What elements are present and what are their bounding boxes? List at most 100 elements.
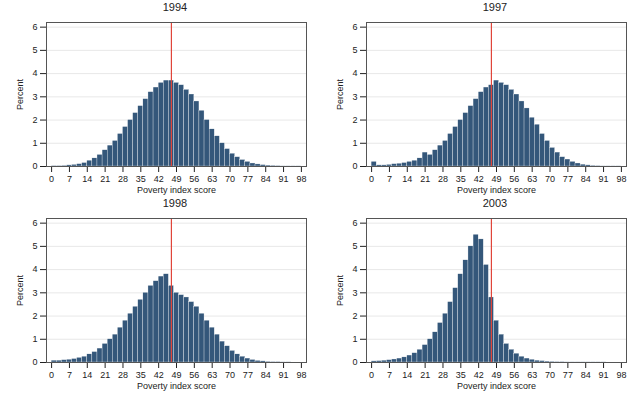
svg-text:0: 0: [49, 370, 54, 380]
svg-text:98: 98: [616, 370, 626, 380]
svg-text:3: 3: [352, 92, 357, 102]
svg-text:70: 70: [225, 174, 235, 184]
svg-text:49: 49: [491, 370, 501, 380]
svg-text:1: 1: [32, 138, 37, 148]
svg-text:Percent: Percent: [15, 78, 25, 110]
svg-text:35: 35: [456, 370, 466, 380]
svg-text:Percent: Percent: [335, 78, 345, 110]
html-text:2003: 2003: [482, 197, 508, 209]
svg-text:84: 84: [261, 370, 271, 380]
html-text:1994: 1994: [162, 1, 188, 13]
svg-text:28: 28: [118, 370, 128, 380]
svg-text:91: 91: [279, 370, 289, 380]
svg-text:84: 84: [261, 174, 271, 184]
html-text:1998: 1998: [162, 197, 188, 209]
svg-text:63: 63: [527, 174, 537, 184]
html-text:1997: 1997: [482, 1, 508, 13]
svg-text:28: 28: [438, 174, 448, 184]
svg-text:5: 5: [352, 45, 357, 55]
svg-text:3: 3: [352, 288, 357, 298]
svg-text:Poverty index score: Poverty index score: [137, 185, 216, 195]
svg-text:56: 56: [509, 370, 519, 380]
svg-text:84: 84: [581, 370, 591, 380]
svg-text:84: 84: [581, 174, 591, 184]
svg-text:14: 14: [82, 174, 92, 184]
svg-text:91: 91: [599, 370, 609, 380]
svg-text:Poverty index score: Poverty index score: [457, 185, 536, 195]
svg-text:21: 21: [100, 174, 110, 184]
svg-text:3: 3: [32, 288, 37, 298]
svg-text:5: 5: [32, 45, 37, 55]
svg-text:49: 49: [171, 174, 181, 184]
svg-text:7: 7: [67, 174, 72, 184]
svg-text:70: 70: [545, 174, 555, 184]
svg-text:77: 77: [563, 174, 573, 184]
svg-text:2: 2: [352, 115, 357, 125]
svg-text:3: 3: [32, 92, 37, 102]
svg-text:77: 77: [243, 174, 253, 184]
svg-text:6: 6: [32, 22, 37, 32]
svg-text:1: 1: [352, 334, 357, 344]
svg-text:1: 1: [352, 138, 357, 148]
svg-text:14: 14: [82, 370, 92, 380]
svg-text:98: 98: [296, 370, 306, 380]
svg-text:70: 70: [225, 370, 235, 380]
svg-text:28: 28: [438, 370, 448, 380]
svg-text:42: 42: [154, 370, 164, 380]
svg-text:5: 5: [352, 241, 357, 251]
svg-text:98: 98: [616, 174, 626, 184]
svg-text:4: 4: [352, 264, 357, 274]
svg-text:0: 0: [49, 174, 54, 184]
svg-text:77: 77: [243, 370, 253, 380]
svg-text:0: 0: [32, 357, 37, 367]
svg-text:63: 63: [527, 370, 537, 380]
svg-text:49: 49: [491, 174, 501, 184]
svg-text:70: 70: [545, 370, 555, 380]
svg-text:7: 7: [67, 370, 72, 380]
svg-text:4: 4: [352, 68, 357, 78]
svg-text:Poverty index score: Poverty index score: [457, 381, 536, 391]
svg-text:2: 2: [32, 115, 37, 125]
svg-text:42: 42: [154, 174, 164, 184]
svg-text:14: 14: [402, 370, 412, 380]
svg-text:0: 0: [369, 174, 374, 184]
svg-text:7: 7: [387, 370, 392, 380]
svg-text:42: 42: [474, 174, 484, 184]
svg-text:56: 56: [189, 174, 199, 184]
svg-text:Poverty index score: Poverty index score: [137, 381, 216, 391]
svg-text:0: 0: [352, 357, 357, 367]
svg-text:77: 77: [563, 370, 573, 380]
svg-text:35: 35: [456, 174, 466, 184]
svg-text:4: 4: [32, 68, 37, 78]
svg-text:91: 91: [279, 174, 289, 184]
svg-text:7: 7: [387, 174, 392, 184]
svg-text:0: 0: [369, 370, 374, 380]
svg-text:98: 98: [296, 174, 306, 184]
svg-text:0: 0: [352, 161, 357, 171]
svg-text:2: 2: [32, 311, 37, 321]
svg-text:6: 6: [32, 218, 37, 228]
svg-text:14: 14: [402, 174, 412, 184]
svg-text:56: 56: [509, 174, 519, 184]
svg-text:4: 4: [32, 264, 37, 274]
svg-text:35: 35: [136, 370, 146, 380]
svg-text:Percent: Percent: [335, 274, 345, 306]
svg-text:42: 42: [474, 370, 484, 380]
svg-text:21: 21: [420, 174, 430, 184]
svg-text:35: 35: [136, 174, 146, 184]
svg-text:5: 5: [32, 241, 37, 251]
svg-text:21: 21: [420, 370, 430, 380]
svg-text:49: 49: [171, 370, 181, 380]
svg-text:6: 6: [352, 218, 357, 228]
svg-text:56: 56: [189, 370, 199, 380]
svg-text:91: 91: [599, 174, 609, 184]
svg-text:6: 6: [352, 22, 357, 32]
svg-text:63: 63: [207, 370, 217, 380]
svg-text:2: 2: [352, 311, 357, 321]
svg-text:21: 21: [100, 370, 110, 380]
svg-text:Percent: Percent: [15, 274, 25, 306]
svg-text:0: 0: [32, 161, 37, 171]
svg-text:28: 28: [118, 174, 128, 184]
svg-text:1: 1: [32, 334, 37, 344]
svg-text:63: 63: [207, 174, 217, 184]
